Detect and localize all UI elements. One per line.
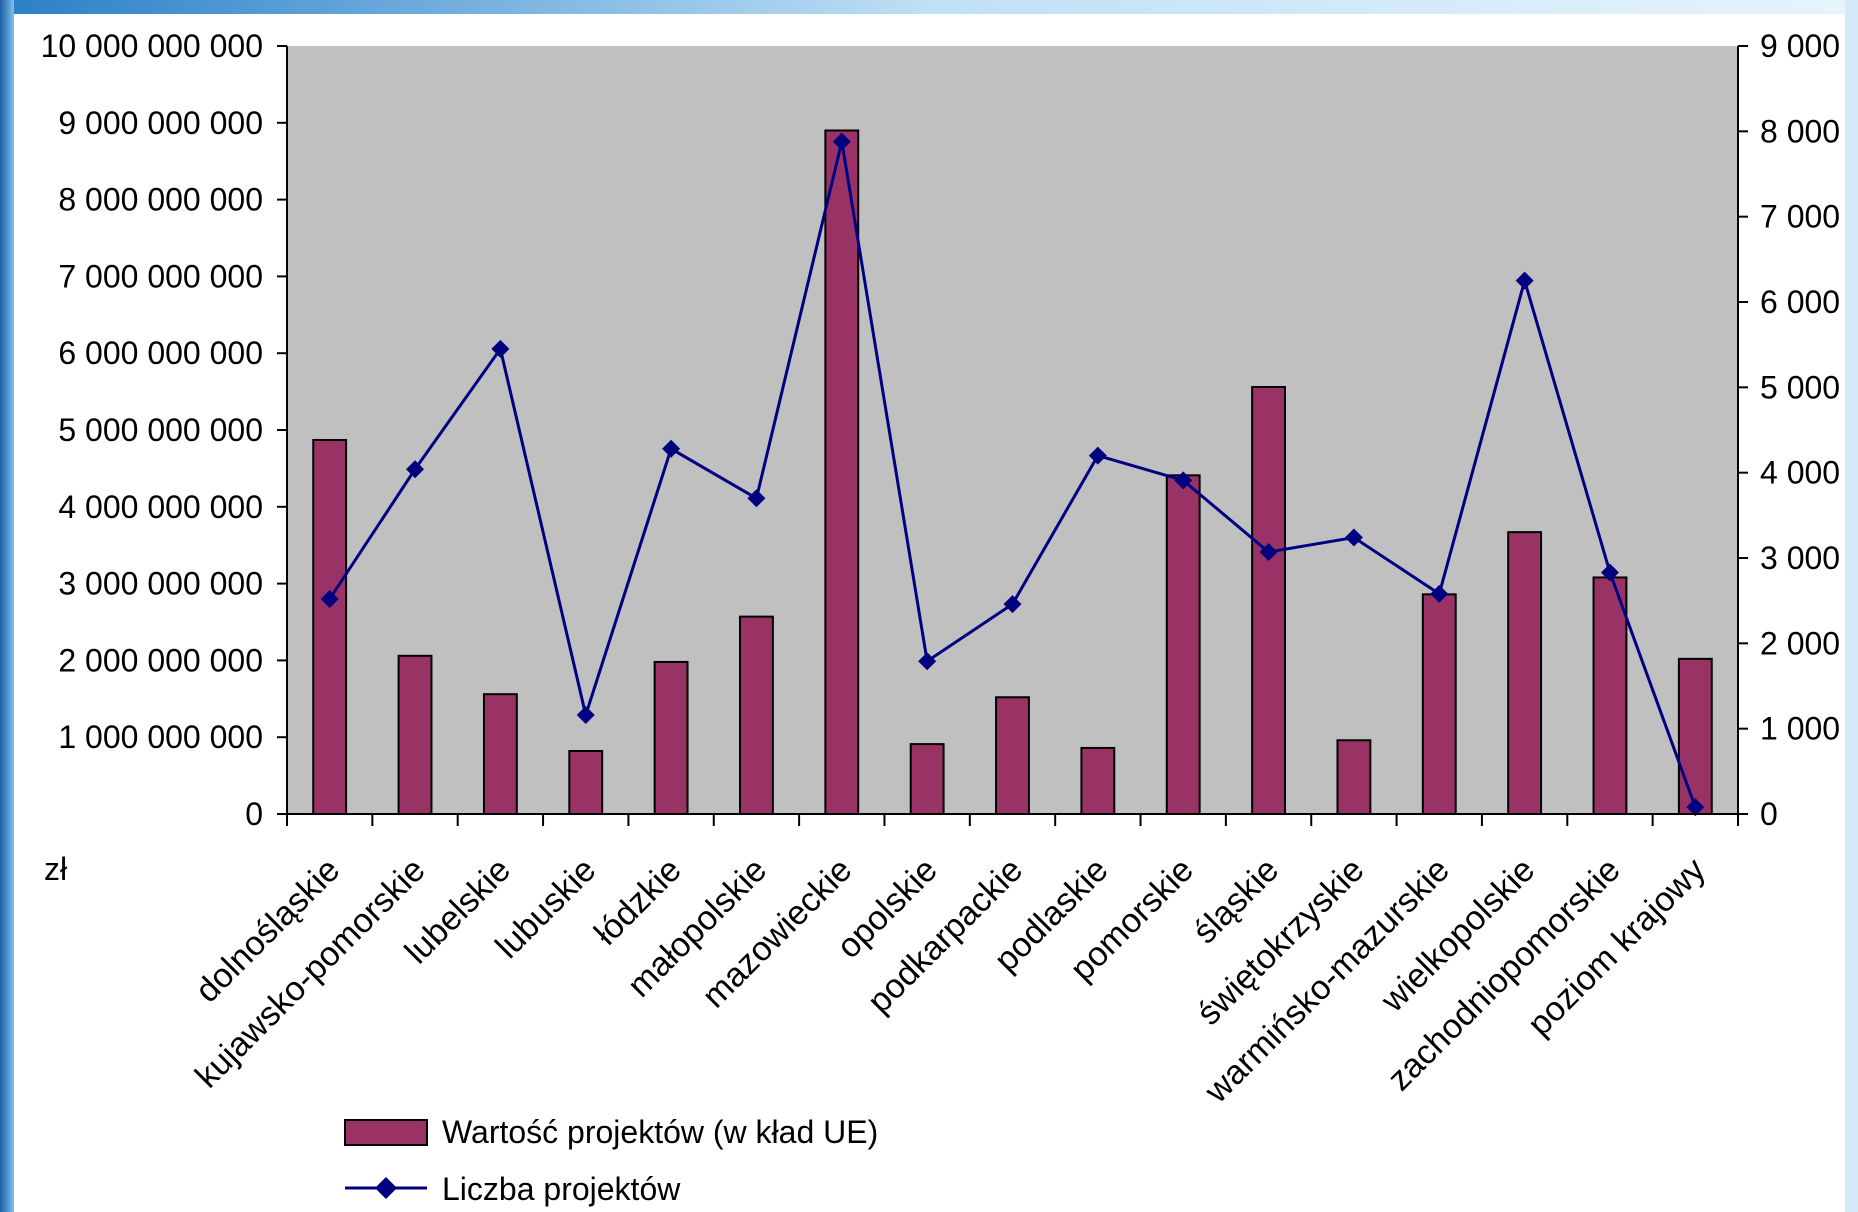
bar [312, 438, 348, 815]
line-point [832, 132, 851, 151]
legend: Wartość projektów (w kład UE) Liczba pro… [344, 1114, 878, 1207]
legend-marker [375, 1177, 397, 1199]
bar [1592, 576, 1628, 815]
line-point [1003, 595, 1022, 614]
line-point [662, 439, 681, 458]
line-point [1600, 563, 1619, 582]
right-tick-label: 2 000 [1760, 625, 1840, 661]
line-point [1686, 798, 1705, 817]
right-tick-label: 0 [1760, 796, 1778, 832]
line-point [1174, 471, 1193, 490]
line-point [491, 339, 510, 358]
bar [739, 615, 774, 816]
bar [568, 750, 604, 815]
bar-series-wartosc [312, 129, 1713, 816]
line-point [1515, 271, 1534, 290]
right-tick-label: 5 000 [1760, 369, 1840, 405]
line-point [918, 652, 937, 671]
legend-bar-label: Wartość projektów (w kład UE) [442, 1114, 878, 1150]
bar [1080, 746, 1116, 816]
right-tick-label: 4 000 [1760, 455, 1840, 491]
bar [397, 654, 433, 815]
legend-bar-swatch [344, 1119, 428, 1146]
left-tick-label: 6 000 000 000 [58, 335, 263, 371]
x-axis-ticks [286, 814, 1739, 826]
line-point [320, 589, 339, 608]
left-tick-label: 4 000 000 000 [58, 489, 263, 525]
right-tick-label: 6 000 [1760, 284, 1840, 320]
left-tick-label: 1 000 000 000 [58, 719, 263, 755]
left-tick-label: 0 [245, 796, 263, 832]
right-tick-label: 9 000 [1760, 28, 1840, 64]
left-tick-label: 9 000 000 000 [58, 105, 263, 141]
bar [824, 129, 860, 816]
left-tick-label: 2 000 000 000 [58, 642, 263, 678]
line-point [576, 706, 595, 725]
line-point [1344, 528, 1363, 547]
line-point [1430, 584, 1449, 603]
unit-label: zł [44, 851, 67, 887]
left-tick-label: 10 000 000 000 [41, 28, 263, 64]
bar [909, 743, 945, 815]
line-markers [320, 132, 1705, 817]
right-tick-label: 7 000 [1760, 199, 1840, 235]
line-point [747, 489, 766, 508]
right-tick-label: 3 000 [1760, 540, 1840, 576]
bar [995, 696, 1030, 815]
line-point [1088, 446, 1107, 465]
plot-area [287, 46, 1738, 814]
bar [1165, 474, 1201, 815]
left-tick-label: 7 000 000 000 [58, 258, 263, 294]
bar [653, 660, 689, 815]
bar [482, 693, 518, 816]
bar [1336, 739, 1372, 815]
right-tick-label: 1 000 [1760, 711, 1840, 747]
category-labels: dolnośląskiekujawsko-pomorskielubelskiel… [188, 851, 1713, 1111]
right-axis-ticks: 0 1 000 2 000 3 000 4 000 5 000 6 000 7 000 8 00… [1738, 28, 1840, 832]
bar [1251, 385, 1286, 815]
left-tick-label: 8 000 000 000 [58, 182, 263, 218]
left-tick-label: 3 000 000 000 [58, 566, 263, 602]
left-tick-label: 5 000 000 000 [58, 412, 263, 448]
bar [1421, 593, 1457, 815]
bar [1507, 531, 1543, 815]
line-point [1259, 543, 1278, 562]
bar [1677, 657, 1713, 816]
legend-line-label: Liczba projektów [442, 1171, 681, 1207]
right-tick-label: 8 000 [1760, 113, 1840, 149]
line-point [406, 460, 425, 479]
left-axis-ticks: 0 1 000 000 000 2 000 000 000 3 000 000 000… [41, 28, 287, 832]
